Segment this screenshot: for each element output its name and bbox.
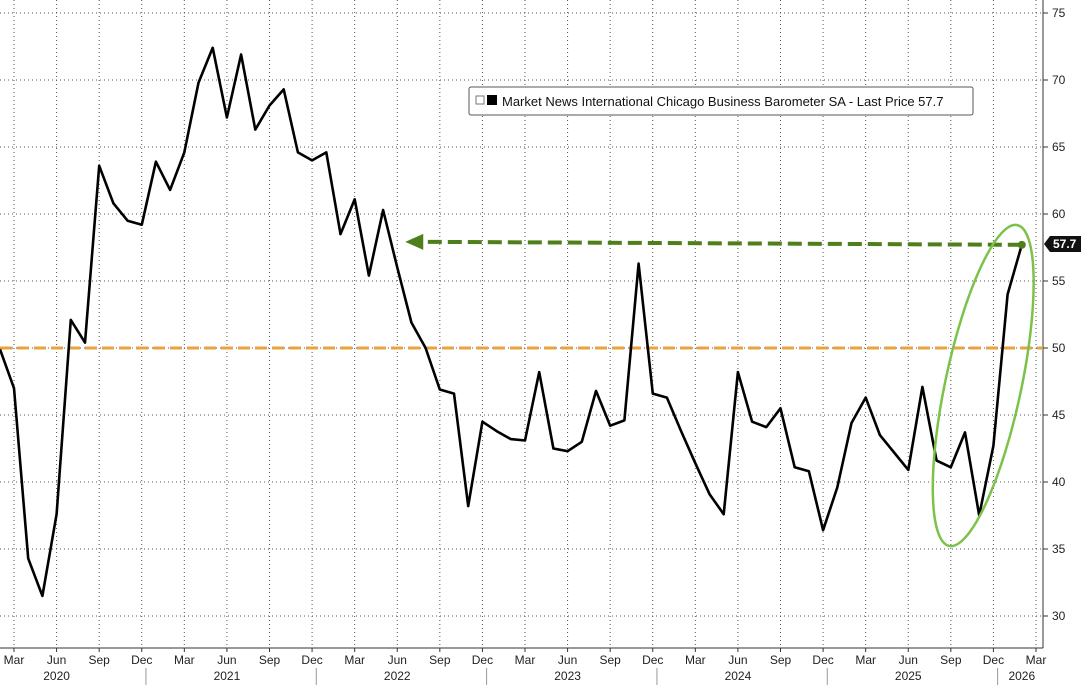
y-tick-label: 40: [1052, 475, 1066, 489]
x-tick-label: Dec: [642, 653, 663, 667]
x-tick-label: Dec: [472, 653, 493, 667]
x-tick-label: Sep: [88, 653, 110, 667]
x-tick-label: Mar: [515, 653, 536, 667]
legend-swatch-icon: [487, 95, 497, 105]
legend-entry: Market News International Chicago Busine…: [502, 94, 944, 109]
x-tick-label: Sep: [429, 653, 451, 667]
last-price-label: 57.7: [1053, 237, 1077, 251]
x-tick-label: Mar: [344, 653, 365, 667]
x-tick-label: Jun: [558, 653, 577, 667]
annotation-arrow-dot: [1017, 240, 1026, 249]
x-tick-label: Mar: [1026, 653, 1047, 667]
x-tick-label: Jun: [728, 653, 747, 667]
x-tick-label: Jun: [899, 653, 918, 667]
axes: [0, 0, 1044, 649]
y-tick-label: 55: [1052, 274, 1066, 288]
legend-toggle-icon[interactable]: [475, 95, 485, 105]
y-tick-label: 75: [1052, 6, 1066, 20]
x-year-label: 2024: [725, 669, 752, 683]
series-line: [0, 46, 1024, 598]
y-tick-label: 65: [1052, 140, 1066, 154]
x-tick-label: Jun: [217, 653, 236, 667]
last-price-badge: [1044, 236, 1081, 252]
y-tick-label: 45: [1052, 408, 1066, 422]
x-year-label: 2022: [384, 669, 411, 683]
y-tick-label: 30: [1052, 609, 1066, 623]
annotations: [405, 223, 1035, 548]
x-tick-label: Jun: [388, 653, 407, 667]
x-year-label: 2026: [1008, 669, 1035, 683]
y-tick-label: 70: [1052, 73, 1066, 87]
x-tick-label: Sep: [770, 653, 792, 667]
x-tick-label: Mar: [685, 653, 706, 667]
annotation-arrow-line: [419, 239, 1022, 247]
legend-box: [468, 86, 974, 116]
x-year-label: 2023: [554, 669, 581, 683]
y-tick-label: 50: [1052, 341, 1066, 355]
x-tick-label: Mar: [4, 653, 25, 667]
series-layer: [0, 46, 1024, 598]
x-tick-label: Dec: [812, 653, 833, 667]
x-tick-label: Dec: [131, 653, 152, 667]
x-tick-label: Jun: [47, 653, 66, 667]
x-tick-label: Sep: [940, 653, 962, 667]
highlight-ellipse: [931, 223, 1035, 548]
x-tick-label: Mar: [174, 653, 195, 667]
x-year-label: 2025: [895, 669, 922, 683]
x-tick-label: Sep: [599, 653, 621, 667]
annotation-arrow-head: [405, 233, 424, 250]
last-price-tag: 57.7: [1044, 236, 1081, 252]
x-tick-label: Sep: [259, 653, 281, 667]
y-tick-labels: 30 35 40 45 50 55 60 65 70 75: [1043, 6, 1066, 623]
y-tick-label: 35: [1052, 542, 1066, 556]
y-tick-label: 60: [1052, 207, 1066, 221]
x-tick-label: Mar: [855, 653, 876, 667]
x-tick-label: Dec: [983, 653, 1004, 667]
x-tick-labels: Mar Jun Sep Dec Mar Jun Sep Dec Mar Jun Sep Dec Mar J…: [4, 648, 1047, 685]
x-tick-label: Dec: [301, 653, 322, 667]
x-year-label: 2020: [43, 669, 70, 683]
x-year-label: 2021: [214, 669, 241, 683]
legend: Market News International Chicago Busine…: [468, 86, 974, 116]
